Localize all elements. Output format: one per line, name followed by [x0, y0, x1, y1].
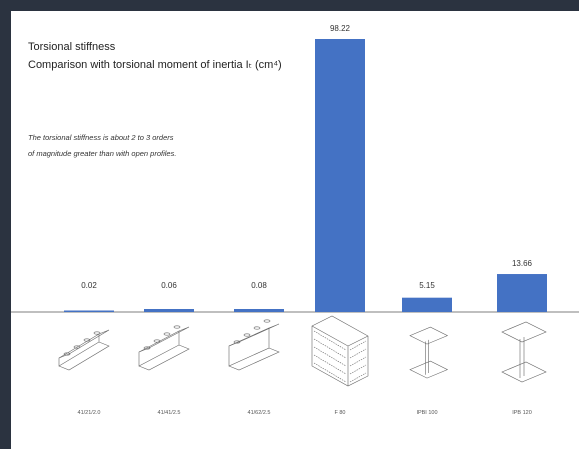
- chart-annotation: The torsional stiffness is about 2 to 3 …: [28, 133, 177, 158]
- category-label-0: 41/21/2.0: [78, 410, 101, 416]
- bar-3: [315, 39, 365, 312]
- slotted-channel-icon: [228, 319, 280, 371]
- chart-canvas: Torsional stiffness Comparison with tors…: [11, 11, 579, 449]
- data-label-0: 0.02: [81, 281, 97, 290]
- category-label-1: 41/41/2.5: [158, 410, 181, 416]
- slotted-channel-icon: [58, 329, 110, 371]
- category-label-4: IPBI 100: [416, 410, 437, 416]
- bar-chart: 0.02 41/21/2.0 0.06 41/41/2.5 0.08 41/62/2.5 9…: [11, 24, 579, 416]
- category-label-3: F 80: [334, 410, 345, 416]
- data-label-3: 98.22: [330, 24, 351, 33]
- slotted-channel-icon: [138, 325, 190, 371]
- bar-4: [402, 297, 452, 312]
- chart-title: Torsional stiffness: [28, 41, 116, 53]
- perforated-box-profile-icon: [311, 315, 369, 387]
- data-label-1: 0.06: [161, 281, 177, 290]
- i-beam-icon: [409, 326, 449, 379]
- data-label-2: 0.08: [251, 281, 267, 290]
- bar-0: [64, 310, 114, 312]
- bar-2: [234, 309, 284, 312]
- chart-subtitle: Comparison with torsional moment of iner…: [28, 59, 282, 71]
- category-label-2: 41/62/2.5: [248, 410, 271, 416]
- data-label-4: 5.15: [419, 281, 435, 290]
- category-label-5: IPB 120: [512, 410, 532, 416]
- bar-5: [497, 274, 547, 312]
- bar-1: [144, 309, 194, 312]
- data-label-5: 13.66: [512, 259, 533, 268]
- i-beam-icon: [501, 321, 547, 383]
